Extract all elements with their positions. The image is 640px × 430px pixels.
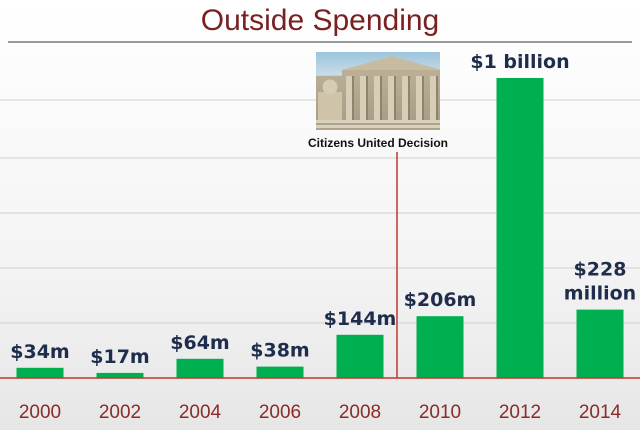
x-tick-2000: 2000 — [19, 402, 61, 423]
supreme-court-building-photo — [316, 52, 440, 130]
x-tick-2004: 2004 — [179, 402, 222, 423]
gridlines — [0, 99, 640, 324]
x-tick-2014: 2014 — [579, 402, 622, 423]
bar-2002 — [96, 372, 144, 378]
data-labels: $34m $17m $64m $38m $144m $206m $1 billion $228… — [10, 51, 636, 368]
data-label-2012: $1 billion — [470, 51, 569, 73]
data-label-2010: $206m — [404, 289, 477, 311]
bar-2014 — [576, 309, 624, 378]
x-tick-labels: 2000 2002 2004 2006 2008 2010 2012 2014 — [19, 402, 622, 423]
data-label-2014: million — [564, 283, 636, 305]
chart-title: Outside Spending — [200, 4, 440, 37]
data-label-2008: $144m — [324, 308, 397, 330]
data-label-2004: $64m — [170, 332, 229, 354]
x-tick-2006: 2006 — [259, 402, 301, 423]
data-label-2000: $34m — [10, 341, 69, 363]
citizens-united-label: Citizens United Decision — [308, 136, 448, 150]
data-label-2014: $228 — [574, 259, 627, 281]
x-tick-2012: 2012 — [499, 402, 541, 423]
title-divider — [8, 41, 632, 43]
data-label-2002: $17m — [90, 346, 149, 368]
bar-2006 — [256, 366, 304, 378]
bars — [16, 78, 624, 378]
bar-2000 — [16, 367, 64, 378]
x-tick-2010: 2010 — [419, 402, 461, 423]
data-label-2006: $38m — [250, 340, 309, 362]
bar-2010 — [416, 316, 464, 378]
x-tick-2008: 2008 — [339, 402, 381, 423]
bar-2012 — [496, 78, 544, 378]
bar-2004 — [176, 358, 224, 378]
x-tick-2002: 2002 — [99, 402, 141, 423]
bar-2008 — [336, 334, 384, 378]
